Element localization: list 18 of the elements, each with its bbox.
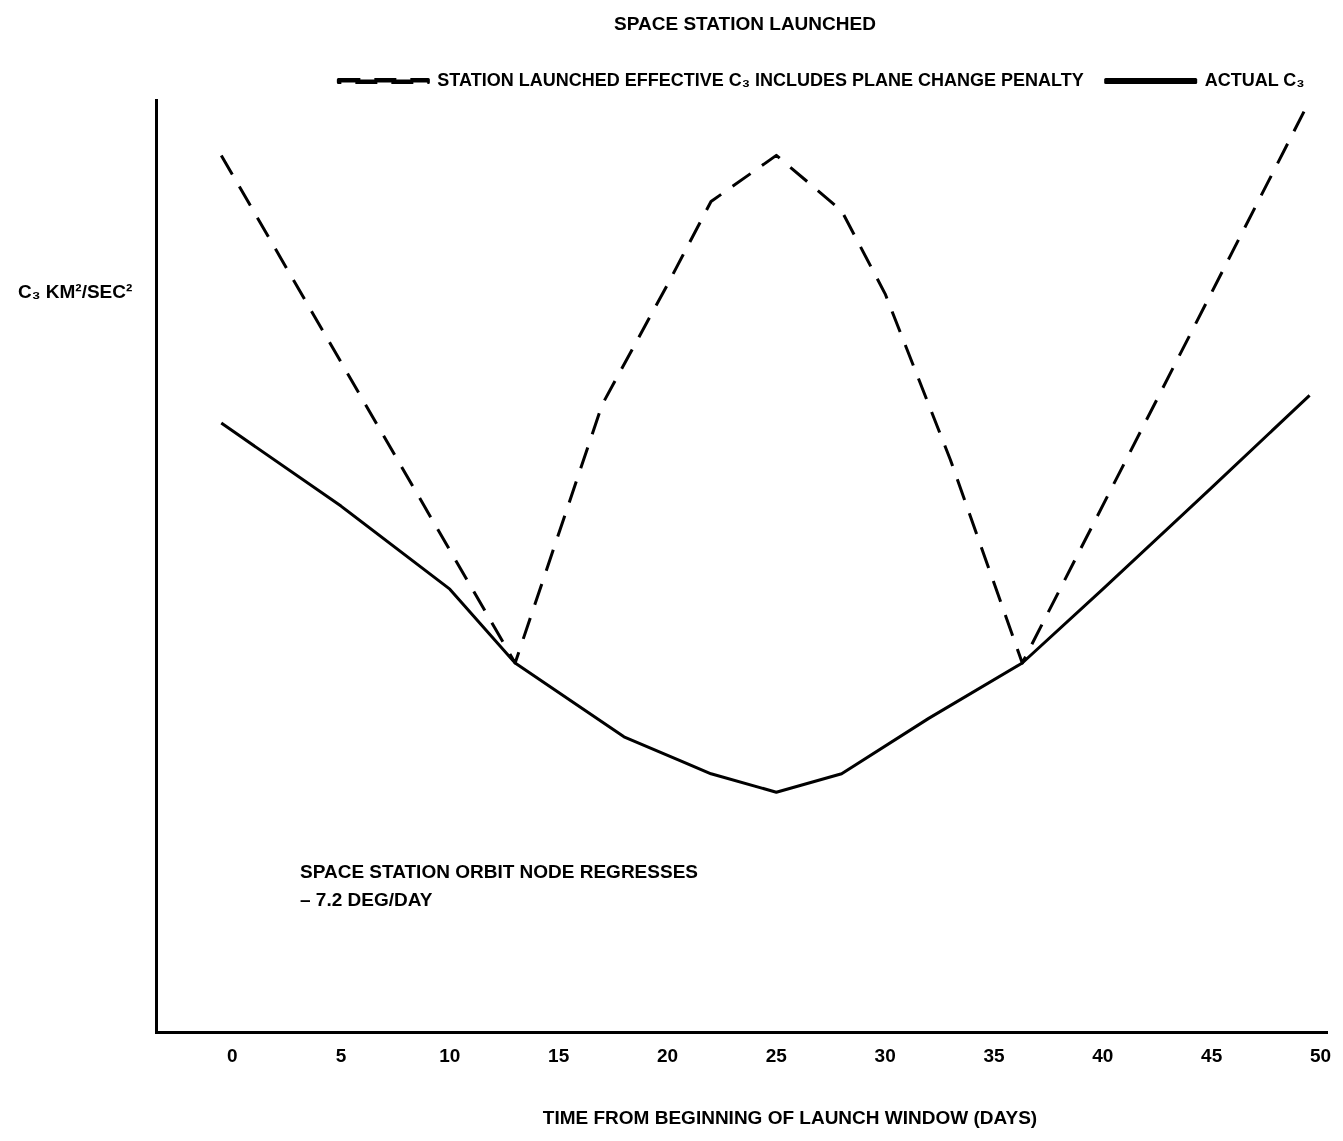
x-tick-label: 20	[656, 1044, 679, 1066]
x-tick-label: 15	[548, 1044, 570, 1066]
x-tick-label: 40	[1092, 1044, 1114, 1066]
annotation: – 7.2 DEG/DAY	[300, 889, 433, 910]
x-tick-label: 35	[983, 1044, 1005, 1066]
x-tick-label: 45	[1201, 1044, 1223, 1066]
x-tick-label: 10	[439, 1044, 461, 1066]
x-tick-label: 5	[335, 1044, 347, 1066]
legend-label: STATION LAUNCHED EFFECTIVE C₃ INCLUDES PLANE CHANGE PENALTY	[437, 69, 1084, 90]
chart-title: SPACE STATION LAUNCHED	[613, 13, 877, 34]
legend-label: ACTUAL C₃	[1204, 69, 1305, 90]
x-tick-label: 50	[1309, 1044, 1332, 1066]
y-axis-title: C₃ KM²/SEC²	[18, 281, 134, 302]
x-tick-label: 30	[874, 1044, 896, 1066]
x-tick-label: 0	[226, 1044, 238, 1066]
annotation: SPACE STATION ORBIT NODE REGRESSES	[300, 861, 698, 882]
x-tick-label: 25	[765, 1044, 788, 1066]
x-axis-title: TIME FROM BEGINNING OF LAUNCH WINDOW (DAYS)	[541, 1107, 1039, 1128]
